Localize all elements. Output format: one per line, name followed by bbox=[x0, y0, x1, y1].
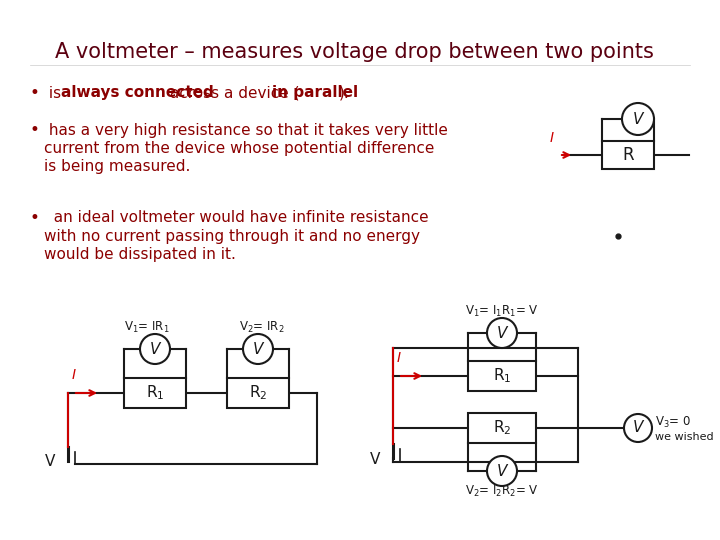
Text: •: • bbox=[30, 121, 40, 139]
Text: I: I bbox=[550, 131, 554, 145]
Text: V: V bbox=[253, 341, 264, 356]
Text: always connected: always connected bbox=[61, 85, 214, 100]
Text: V$_1$= I$_1$R$_1$= V: V$_1$= I$_1$R$_1$= V bbox=[465, 303, 539, 319]
Circle shape bbox=[624, 414, 652, 442]
Text: R$_1$: R$_1$ bbox=[492, 367, 511, 386]
Text: V$_3$= 0: V$_3$= 0 bbox=[655, 415, 691, 429]
Circle shape bbox=[487, 456, 517, 486]
Text: is: is bbox=[44, 85, 66, 100]
Text: V: V bbox=[370, 451, 380, 467]
Text: V$_2$= I$_2$R$_2$= V: V$_2$= I$_2$R$_2$= V bbox=[465, 483, 539, 498]
Text: R$_2$: R$_2$ bbox=[249, 383, 267, 402]
Text: we wished: we wished bbox=[655, 432, 714, 442]
Text: V: V bbox=[633, 111, 643, 126]
Text: V$_1$= IR$_1$: V$_1$= IR$_1$ bbox=[125, 320, 170, 335]
Circle shape bbox=[140, 334, 170, 364]
Text: V: V bbox=[150, 341, 160, 356]
Text: V: V bbox=[633, 421, 643, 435]
Text: R$_2$: R$_2$ bbox=[492, 418, 511, 437]
Text: I: I bbox=[72, 368, 76, 382]
Text: in parallel: in parallel bbox=[272, 85, 358, 100]
Text: •: • bbox=[30, 209, 40, 227]
Circle shape bbox=[622, 103, 654, 135]
Bar bbox=[124, 378, 186, 408]
Text: I: I bbox=[397, 351, 401, 365]
Text: V$_2$= IR$_2$: V$_2$= IR$_2$ bbox=[239, 320, 284, 335]
Text: A voltmeter – measures voltage drop between two points: A voltmeter – measures voltage drop betw… bbox=[55, 42, 654, 62]
Bar bbox=[468, 361, 536, 391]
Text: has a very high resistance so that it takes very little: has a very high resistance so that it ta… bbox=[44, 123, 448, 138]
Circle shape bbox=[487, 318, 517, 348]
Text: with no current passing through it and no energy: with no current passing through it and n… bbox=[44, 228, 420, 244]
Text: R: R bbox=[622, 146, 634, 164]
Text: V: V bbox=[497, 463, 507, 478]
Text: is being measured.: is being measured. bbox=[44, 159, 190, 173]
Text: V: V bbox=[45, 455, 55, 469]
Circle shape bbox=[243, 334, 273, 364]
Bar bbox=[468, 413, 536, 443]
Text: ).: ). bbox=[339, 85, 350, 100]
Bar bbox=[227, 378, 289, 408]
Text: R$_1$: R$_1$ bbox=[145, 383, 164, 402]
Text: current from the device whose potential difference: current from the device whose potential … bbox=[44, 140, 434, 156]
Text: V: V bbox=[497, 326, 507, 341]
Text: •: • bbox=[30, 84, 40, 102]
Bar bbox=[602, 141, 654, 169]
Text: would be dissipated in it.: would be dissipated in it. bbox=[44, 246, 236, 261]
Text: an ideal voltmeter would have infinite resistance: an ideal voltmeter would have infinite r… bbox=[44, 211, 428, 226]
Text: across a device (: across a device ( bbox=[165, 85, 300, 100]
